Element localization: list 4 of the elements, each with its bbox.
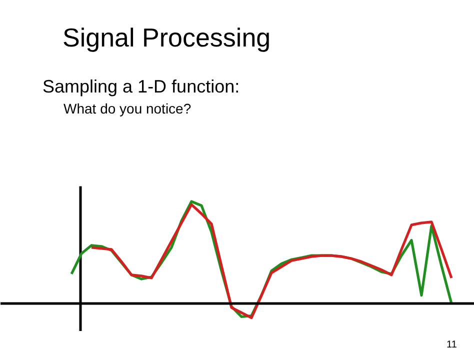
text: 11 — [446, 340, 458, 350]
chart-title: Signal Processing — [62, 22, 271, 52]
text: Sampling a 1-D function: — [42, 76, 240, 96]
text: What do you notice? — [64, 100, 192, 116]
